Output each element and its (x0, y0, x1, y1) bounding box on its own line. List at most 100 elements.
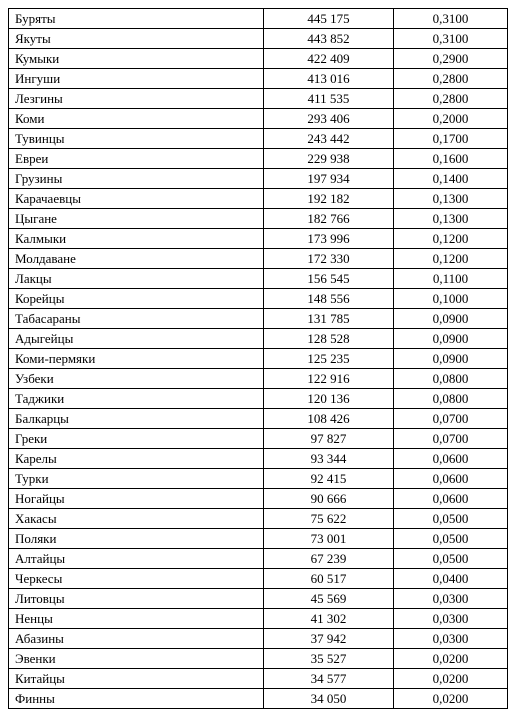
cell-pct: 0,2000 (394, 109, 508, 129)
cell-name: Китайцы (9, 669, 264, 689)
table-row: Поляки73 0010,0500 (9, 529, 508, 549)
table-row: Лакцы156 5450,1100 (9, 269, 508, 289)
table-row: Греки97 8270,0700 (9, 429, 508, 449)
cell-name: Литовцы (9, 589, 264, 609)
cell-name: Карачаевцы (9, 189, 264, 209)
table-row: Ингуши413 0160,2800 (9, 69, 508, 89)
table-row: Эвенки35 5270,0200 (9, 649, 508, 669)
table-row: Карачаевцы192 1820,1300 (9, 189, 508, 209)
cell-count: 422 409 (264, 49, 394, 69)
cell-pct: 0,0600 (394, 489, 508, 509)
table-row: Табасараны131 7850,0900 (9, 309, 508, 329)
cell-count: 37 942 (264, 629, 394, 649)
cell-pct: 0,2800 (394, 89, 508, 109)
cell-name: Лезгины (9, 89, 264, 109)
cell-count: 131 785 (264, 309, 394, 329)
cell-name: Молдаване (9, 249, 264, 269)
cell-pct: 0,1600 (394, 149, 508, 169)
cell-count: 172 330 (264, 249, 394, 269)
cell-name: Коми (9, 109, 264, 129)
cell-name: Калмыки (9, 229, 264, 249)
cell-pct: 0,0500 (394, 549, 508, 569)
cell-name: Абазины (9, 629, 264, 649)
table-row: Цыгане182 7660,1300 (9, 209, 508, 229)
cell-name: Якуты (9, 29, 264, 49)
cell-count: 411 535 (264, 89, 394, 109)
cell-pct: 0,0900 (394, 349, 508, 369)
cell-count: 293 406 (264, 109, 394, 129)
table-row: Узбеки122 9160,0800 (9, 369, 508, 389)
cell-name: Ногайцы (9, 489, 264, 509)
cell-count: 413 016 (264, 69, 394, 89)
cell-pct: 0,0800 (394, 389, 508, 409)
cell-count: 156 545 (264, 269, 394, 289)
cell-pct: 0,0800 (394, 369, 508, 389)
cell-name: Лакцы (9, 269, 264, 289)
cell-count: 73 001 (264, 529, 394, 549)
table-row: Карелы93 3440,0600 (9, 449, 508, 469)
cell-count: 120 136 (264, 389, 394, 409)
cell-count: 35 527 (264, 649, 394, 669)
table-row: Ненцы41 3020,0300 (9, 609, 508, 629)
table-row: Молдаване172 3300,1200 (9, 249, 508, 269)
table-row: Адыгейцы128 5280,0900 (9, 329, 508, 349)
cell-pct: 0,0900 (394, 329, 508, 349)
table-row: Литовцы45 5690,0300 (9, 589, 508, 609)
cell-name: Греки (9, 429, 264, 449)
cell-name: Адыгейцы (9, 329, 264, 349)
cell-pct: 0,1200 (394, 229, 508, 249)
table-row: Ногайцы90 6660,0600 (9, 489, 508, 509)
cell-pct: 0,0300 (394, 629, 508, 649)
cell-count: 108 426 (264, 409, 394, 429)
cell-pct: 0,1300 (394, 209, 508, 229)
cell-name: Ненцы (9, 609, 264, 629)
table-row: Хакасы75 6220,0500 (9, 509, 508, 529)
cell-count: 60 517 (264, 569, 394, 589)
cell-pct: 0,0700 (394, 409, 508, 429)
cell-count: 243 442 (264, 129, 394, 149)
cell-pct: 0,0900 (394, 309, 508, 329)
cell-count: 34 050 (264, 689, 394, 709)
cell-pct: 0,1700 (394, 129, 508, 149)
table-row: Алтайцы67 2390,0500 (9, 549, 508, 569)
cell-name: Карелы (9, 449, 264, 469)
cell-count: 148 556 (264, 289, 394, 309)
cell-name: Кумыки (9, 49, 264, 69)
cell-name: Евреи (9, 149, 264, 169)
table-row: Черкесы60 5170,0400 (9, 569, 508, 589)
table-row: Буряты445 1750,3100 (9, 9, 508, 29)
table-row: Таджики120 1360,0800 (9, 389, 508, 409)
cell-count: 122 916 (264, 369, 394, 389)
cell-count: 34 577 (264, 669, 394, 689)
cell-pct: 0,0600 (394, 469, 508, 489)
table-row: Коми293 4060,2000 (9, 109, 508, 129)
table-row: Калмыки173 9960,1200 (9, 229, 508, 249)
cell-pct: 0,1200 (394, 249, 508, 269)
table-row: Грузины197 9340,1400 (9, 169, 508, 189)
cell-count: 67 239 (264, 549, 394, 569)
cell-pct: 0,1300 (394, 189, 508, 209)
cell-count: 93 344 (264, 449, 394, 469)
cell-count: 192 182 (264, 189, 394, 209)
cell-pct: 0,0500 (394, 529, 508, 549)
cell-name: Цыгане (9, 209, 264, 229)
table-row: Балкарцы108 4260,0700 (9, 409, 508, 429)
cell-name: Черкесы (9, 569, 264, 589)
cell-pct: 0,1000 (394, 289, 508, 309)
cell-count: 197 934 (264, 169, 394, 189)
table-row: Турки92 4150,0600 (9, 469, 508, 489)
table-row: Тувинцы243 4420,1700 (9, 129, 508, 149)
cell-pct: 0,0700 (394, 429, 508, 449)
cell-count: 75 622 (264, 509, 394, 529)
cell-pct: 0,0200 (394, 689, 508, 709)
table-row: Якуты443 8520,3100 (9, 29, 508, 49)
cell-count: 41 302 (264, 609, 394, 629)
cell-name: Узбеки (9, 369, 264, 389)
cell-count: 92 415 (264, 469, 394, 489)
cell-count: 90 666 (264, 489, 394, 509)
table-row: Лезгины411 5350,2800 (9, 89, 508, 109)
cell-count: 229 938 (264, 149, 394, 169)
cell-count: 445 175 (264, 9, 394, 29)
cell-name: Хакасы (9, 509, 264, 529)
cell-pct: 0,0300 (394, 589, 508, 609)
